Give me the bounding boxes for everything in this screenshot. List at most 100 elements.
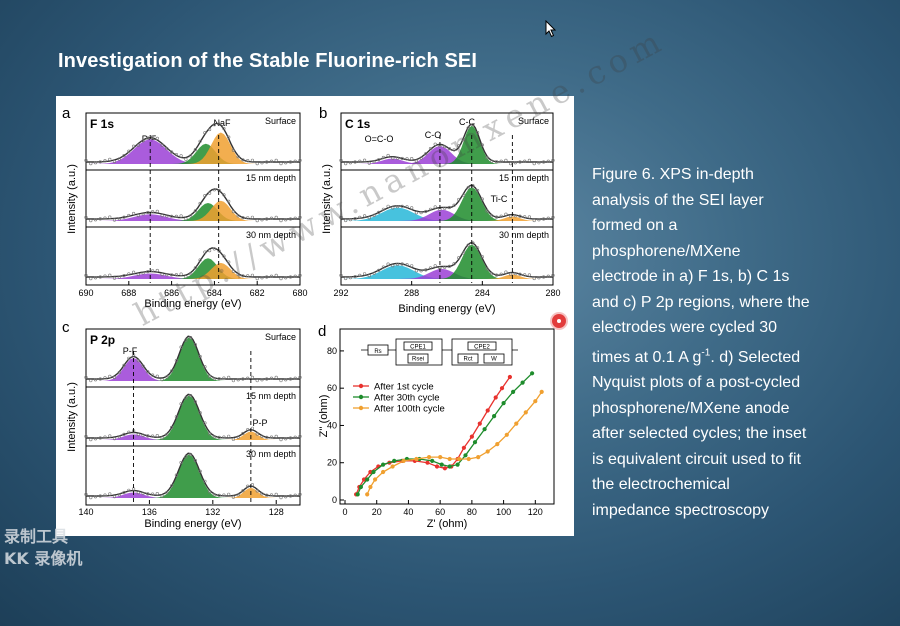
panel-c-peak-pp: P-P xyxy=(252,418,267,428)
panel-c-row-2-data-point xyxy=(236,435,240,439)
panel-b-row-3-data-point xyxy=(527,273,532,277)
panel-a-row-1-data-point xyxy=(136,143,140,147)
panel-a-row-2-data-point xyxy=(274,215,278,219)
panel-b-row-3-data-point xyxy=(542,275,546,279)
panel-b-row-1-data-point xyxy=(410,156,414,161)
panel-a-row-1-data-point xyxy=(146,136,150,140)
panel-c-row-1-data-point xyxy=(198,354,202,359)
panel-c-row-3-envelope xyxy=(86,452,300,497)
panel-d-y-tick-label: 60 xyxy=(327,383,337,393)
panel-a-row-2-data-point xyxy=(117,217,121,221)
nyquist-series-1-point xyxy=(477,421,482,426)
panel-a-row-1-data-point xyxy=(212,123,216,127)
panel-d-x-tick-label: 80 xyxy=(467,507,477,517)
recorder-line-2: KK 录像机 xyxy=(4,549,83,568)
panel-b-peak-cc: C-C xyxy=(459,117,475,127)
nyquist-series-2-point xyxy=(365,477,370,482)
panel-b-row-3-data-point xyxy=(466,243,470,247)
panel-a-row-1-data-point xyxy=(131,144,136,148)
panel-c-row-2-data-point xyxy=(212,435,216,439)
nyquist-series-1-point xyxy=(469,434,474,439)
panel-b-row-2-data-point xyxy=(348,217,353,222)
panel-b-row-1-data-point xyxy=(523,159,527,163)
nyquist-series-2-point xyxy=(501,401,506,406)
panel-c-row-1-data-point xyxy=(169,369,174,373)
panel-a-row-1-peak-2 xyxy=(144,143,268,164)
panel-a-row-2-data-point xyxy=(203,193,207,198)
panel-d-x-tick-label: 120 xyxy=(528,507,543,517)
panel-b-row-2-data-point xyxy=(499,214,503,218)
nyquist-series-3-point xyxy=(476,455,481,460)
panel-b-row-1-data-point xyxy=(466,126,470,130)
panel-a-row-3-data-point xyxy=(193,266,197,270)
panel-letter-b: b xyxy=(319,105,327,122)
panel-a-row-3-data-point xyxy=(246,274,250,278)
nyquist-series-1-point xyxy=(442,466,447,471)
panel-b-row-1-data-point xyxy=(377,158,381,162)
panel-c-tick-label: 140 xyxy=(78,507,93,517)
panel-b-tick-label: 280 xyxy=(545,288,560,298)
panel-b-row-2-data-point xyxy=(546,216,550,220)
panel-b-row-2-data-point xyxy=(452,203,456,207)
panel-a-row-3-data-point xyxy=(89,277,93,281)
panel-b-row-1-data-point xyxy=(424,152,428,156)
panel-b-row-2-data-point xyxy=(480,197,484,201)
panel-a-row-2-data-point xyxy=(184,217,188,221)
panel-a-row-3-data-point xyxy=(222,254,226,258)
legend-marker-3 xyxy=(358,405,364,411)
panel-b-row-3-data-point xyxy=(381,265,386,269)
panel-a-row-3-peak-2 xyxy=(146,258,270,279)
panel-b-row-1-data-point xyxy=(485,156,489,160)
panel-b-row-3-data-point xyxy=(485,267,489,271)
panel-b-peak-oco: O=C-O xyxy=(365,134,394,144)
panel-a-row-2-data-point xyxy=(141,212,145,216)
panel-b-row-1-data-point xyxy=(513,161,517,165)
panel-b-row-1-data-point xyxy=(405,157,409,161)
panel-a-row-2-data-point xyxy=(241,215,245,220)
panel-a-row-1-data-point xyxy=(93,161,98,165)
nyquist-series-2-point xyxy=(520,380,525,385)
panel-a-row-1-envelope xyxy=(86,122,300,163)
panel-c-row-2-envelope xyxy=(86,393,300,439)
panel-b-row-1-data-point xyxy=(499,159,503,163)
panel-b-row-3-data-point xyxy=(367,274,371,278)
panel-c-row-2-data-point xyxy=(198,411,202,415)
figure-caption: Figure 6. XPS in-depth analysis of the S… xyxy=(592,162,854,523)
circuit-rs: Rs xyxy=(374,349,381,355)
panel-c-row-3-data-point xyxy=(198,469,202,473)
panel-c-row-3-data-point xyxy=(141,491,145,495)
panel-a-row-2-data-point xyxy=(265,217,269,221)
nyquist-series-2-point xyxy=(472,440,478,445)
panel-b-row-3-data-point xyxy=(504,270,508,274)
legend-marker-2 xyxy=(358,394,364,400)
panel-d-y-tick-label: 80 xyxy=(327,346,337,356)
panel-a-row-3-data-point xyxy=(269,274,274,278)
panel-a-row-2-data-point xyxy=(146,210,150,215)
panel-b-row-3-data-point xyxy=(339,273,343,277)
circuit-cpe1: CPE1 xyxy=(410,345,426,351)
panel-b-row-1-data-point xyxy=(433,142,437,146)
panel-a-tick-label: 690 xyxy=(78,288,93,298)
panel-a-row-2-peak-1 xyxy=(47,214,253,221)
panel-c-row-2-data-point xyxy=(117,435,121,439)
panel-a-row-1-data-point xyxy=(98,160,102,164)
panel-c-row-2-data-point xyxy=(279,438,283,442)
legend-label-1: After 1st cycle xyxy=(374,382,434,393)
panel-c-row-3-data-point xyxy=(222,493,226,497)
panel-b-row-2-data-point xyxy=(344,218,348,223)
panel-c-row-3-data-point xyxy=(89,496,93,500)
panel-a-row-2-data-point xyxy=(98,217,102,221)
panel-c-row-1-data-point xyxy=(89,379,93,383)
panel-c-row-1-data-point xyxy=(136,359,140,363)
panel-a-row-2-data-point xyxy=(136,213,140,218)
panel-a-row-3-data-point xyxy=(184,275,188,279)
panel-a-tick-label: 686 xyxy=(164,288,179,298)
panel-c-tick-label: 132 xyxy=(205,507,220,517)
panel-a-row-1-data-point xyxy=(198,139,202,143)
nyquist-series-3-point xyxy=(381,469,386,475)
panel-c-row-2-data-point xyxy=(89,438,93,442)
panel-b-row-1-data-point xyxy=(542,160,546,164)
panel-c-row-3-data-point xyxy=(279,496,283,500)
panel-c-row-2-peak-2 xyxy=(123,395,255,440)
panel-b-row-1-data-point xyxy=(551,158,555,163)
